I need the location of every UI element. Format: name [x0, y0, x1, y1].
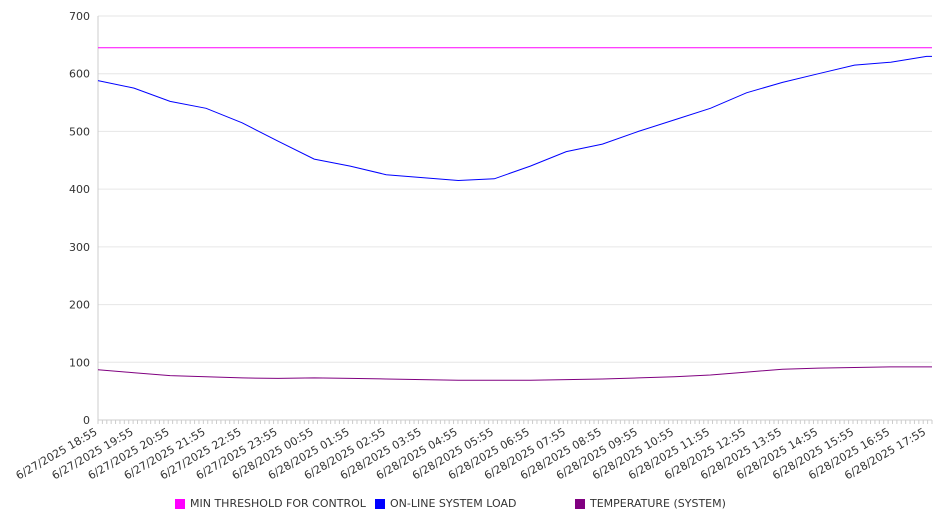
series-line-temperature [97, 366, 932, 381]
y-tick-label: 200 [69, 299, 90, 312]
x-axis-ticks: 6/27/2025 18:556/27/2025 19:556/27/2025 … [14, 425, 928, 482]
legend: MIN THRESHOLD FOR CONTROL ON-LINE SYSTEM… [0, 497, 946, 515]
series-lines [97, 47, 932, 381]
legend-swatch-system-load [375, 498, 385, 509]
legend-item-threshold[interactable]: MIN THRESHOLD FOR CONTROL [175, 497, 366, 510]
axes [97, 16, 933, 424]
legend-label-system-load: ON-LINE SYSTEM LOAD [390, 497, 517, 510]
legend-swatch-threshold [175, 498, 185, 509]
y-tick-label: 300 [69, 241, 90, 254]
series-line-system-load [97, 55, 932, 182]
y-tick-label: 400 [69, 183, 90, 196]
legend-item-system-load[interactable]: ON-LINE SYSTEM LOAD [375, 497, 516, 510]
y-tick-label: 700 [69, 10, 90, 23]
y-tick-label: 600 [69, 68, 90, 81]
y-tick-label: 500 [69, 125, 90, 138]
legend-label-temperature: TEMPERATURE (SYSTEM) [590, 497, 726, 510]
legend-item-temperature[interactable]: TEMPERATURE (SYSTEM) [575, 497, 726, 510]
gridlines [98, 15, 932, 421]
legend-swatch-temperature [575, 498, 585, 509]
y-axis-ticks: 0 100 200 300 400 500 600 700 [69, 10, 90, 427]
y-tick-label: 100 [69, 356, 90, 369]
y-tick-label: 0 [83, 414, 90, 427]
legend-label-threshold: MIN THRESHOLD FOR CONTROL [190, 497, 366, 510]
